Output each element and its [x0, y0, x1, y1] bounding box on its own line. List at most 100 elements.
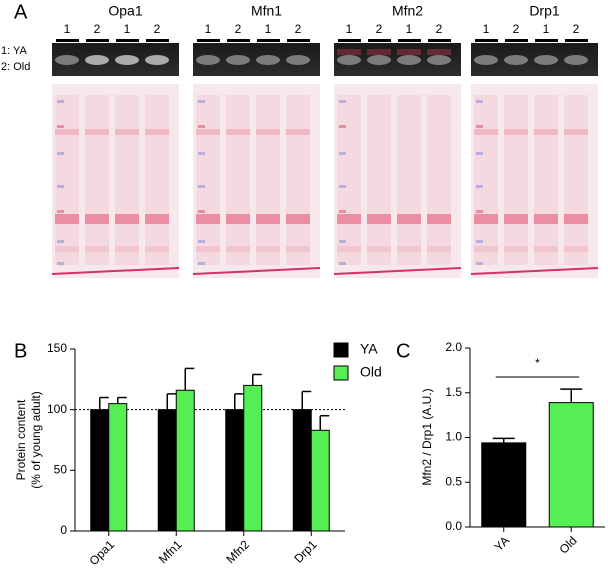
- ponceau-band: [367, 214, 391, 224]
- lane-number: 2: [436, 22, 443, 36]
- lane-number: 1: [346, 22, 353, 36]
- ponceau: [52, 84, 179, 278]
- blot-band: [337, 55, 361, 65]
- ladder: [476, 240, 483, 243]
- lane-smear: [115, 95, 139, 265]
- ponceau-band: [85, 129, 109, 135]
- legend-swatch: [333, 342, 349, 358]
- ponceau-band: [145, 129, 169, 135]
- protein-name: Mfn1: [251, 3, 282, 19]
- ladder: [198, 240, 205, 243]
- x-tick-label: Mfn1: [156, 537, 185, 566]
- ponceau-band: [427, 214, 451, 224]
- ponceau-band: [55, 129, 79, 135]
- lane-underline: [368, 39, 391, 42]
- lane-underline: [428, 39, 451, 42]
- bar: [157, 409, 177, 532]
- lane-underline: [197, 39, 220, 42]
- lane-underline: [146, 39, 169, 42]
- blot-band: [145, 55, 169, 65]
- lane-number: 2: [573, 22, 580, 36]
- ponceau-band: [427, 246, 451, 252]
- ponceau-band: [256, 246, 280, 252]
- lane-underline: [505, 39, 528, 42]
- panel-label: A: [14, 1, 28, 23]
- blot-band: [85, 55, 109, 65]
- lane-underline: [287, 39, 310, 42]
- ponceau-band: [115, 246, 139, 252]
- lane-smear: [337, 95, 361, 265]
- lane-smear: [427, 95, 451, 265]
- ponceau-band: [85, 246, 109, 252]
- blot-band: [534, 55, 558, 65]
- blot-band: [55, 55, 79, 65]
- lane-underline: [338, 39, 361, 42]
- lane-number: 2: [513, 22, 520, 36]
- x-tick-label: Old: [557, 533, 580, 556]
- ponceau: [193, 84, 320, 278]
- blot-band: [397, 55, 421, 65]
- ladder: [57, 100, 64, 103]
- y-tick-label: 2.0: [445, 340, 462, 354]
- ponceau-band: [226, 214, 250, 224]
- ponceau-band: [115, 214, 139, 224]
- legend-label: Old: [360, 364, 382, 380]
- ladder: [57, 210, 64, 213]
- x-tick-label: Mfn2: [223, 537, 252, 566]
- bar: [292, 409, 312, 532]
- ladder: [198, 185, 205, 188]
- ponceau-band: [504, 129, 528, 135]
- ponceau-band: [196, 129, 220, 135]
- ponceau-band: [337, 214, 361, 224]
- ponceau-band: [145, 246, 169, 252]
- ladder: [57, 240, 64, 243]
- y-tick-label: 100: [47, 402, 67, 416]
- ladder: [198, 152, 205, 155]
- ponceau-band: [196, 246, 220, 252]
- ponceau: [334, 84, 461, 278]
- y-axis-label: Mfn2 / Drp1 (A.U.): [420, 388, 434, 485]
- lane-underline: [398, 39, 421, 42]
- lane-legend: 2: Old: [1, 61, 30, 73]
- blot-band: [564, 55, 588, 65]
- ponceau-band: [196, 214, 220, 224]
- lane-underline: [116, 39, 139, 42]
- y-tick-label: 150: [47, 341, 67, 355]
- y-tick-label: 0.0: [445, 519, 462, 533]
- ponceau-band: [397, 214, 421, 224]
- ponceau-band: [397, 246, 421, 252]
- ponceau-band: [474, 129, 498, 135]
- legend-label: YA: [360, 341, 378, 357]
- ponceau-band: [427, 49, 451, 55]
- lane-number: 1: [205, 22, 212, 36]
- lane-number: 2: [295, 22, 302, 36]
- lane-underline: [86, 39, 109, 42]
- blot-band: [256, 55, 280, 65]
- ponceau-band: [256, 129, 280, 135]
- ladder: [57, 262, 64, 265]
- ponceau-band: [367, 246, 391, 252]
- ladder: [476, 262, 483, 265]
- bar: [310, 429, 330, 532]
- y-tick-label: 0.5: [445, 474, 462, 488]
- lane-smear: [367, 95, 391, 265]
- lane-number: 1: [406, 22, 413, 36]
- ponceau-band: [337, 49, 361, 55]
- ladder: [57, 125, 64, 128]
- bar: [225, 409, 245, 532]
- blot-band: [504, 55, 528, 65]
- blot-band: [427, 55, 451, 65]
- y-tick-label: 1.0: [445, 430, 462, 444]
- lane-number: 2: [154, 22, 161, 36]
- blot-band: [474, 55, 498, 65]
- ladder: [476, 185, 483, 188]
- y-tick-label: 50: [54, 463, 68, 477]
- y-tick-label: 0: [60, 523, 67, 537]
- ponceau-band: [145, 214, 169, 224]
- ponceau-band: [226, 246, 250, 252]
- ladder: [57, 152, 64, 155]
- protein-name: Mfn2: [392, 3, 423, 19]
- ponceau-band: [534, 246, 558, 252]
- ladder: [198, 210, 205, 213]
